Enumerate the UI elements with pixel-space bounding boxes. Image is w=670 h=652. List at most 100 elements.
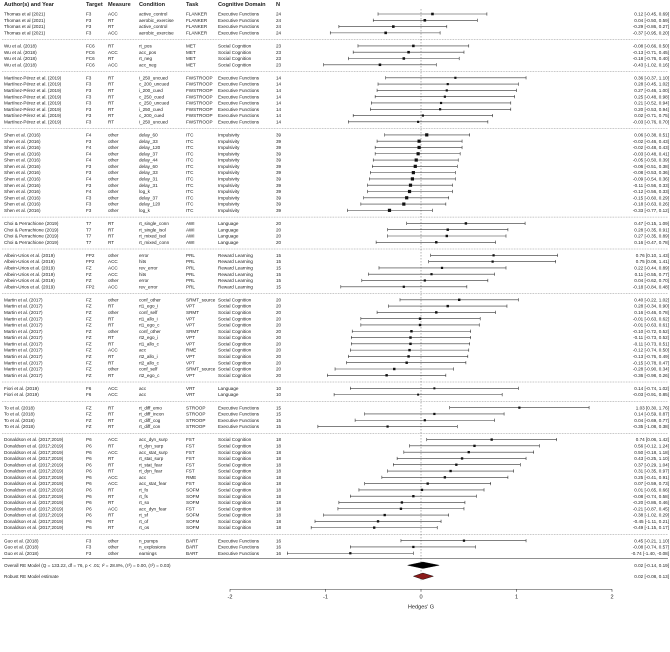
study-task: FLANKER <box>186 18 208 23</box>
study-domain: Social Cognition <box>218 506 252 511</box>
study-n: 14 <box>276 82 282 87</box>
study-author: Donaldson et al. (2017;2019) <box>4 494 64 499</box>
study-author: To et al. (2018) <box>4 405 35 410</box>
study-condition: rt_stat_fear <box>139 462 163 467</box>
study-domain: Executive Functions <box>218 18 260 23</box>
study-n: 23 <box>276 50 282 55</box>
study-row: Thomas et al (2021) F3 ACC active_control FL… <box>4 12 669 17</box>
effect-point <box>383 513 386 517</box>
study-author: Martin et al. (2017) <box>4 329 43 334</box>
study-task: ITC <box>186 151 194 156</box>
study-n: 20 <box>276 323 282 328</box>
study-measure: RT <box>108 500 114 505</box>
study-condition: n_pumps <box>139 538 159 543</box>
study-n: 39 <box>276 183 282 188</box>
study-author: Martínez-Pérez et al. (2019) <box>4 75 62 80</box>
study-domain: Impulsivity <box>218 139 240 144</box>
study-task: FST <box>186 456 195 461</box>
study-row: Martin et al. (2017) FZ other conf_other SRM… <box>4 297 669 302</box>
study-condition: rt_fs <box>139 494 149 499</box>
study-target: FZ <box>86 297 92 302</box>
study-row: Wu et al. (2018) FC6 ACC acc_neg MET Social C… <box>4 62 669 67</box>
study-ci-text: -0.03 [-0.91, 0.85] <box>633 392 669 397</box>
effect-point <box>412 495 415 498</box>
study-condition: rt_mixed_conn <box>139 240 170 245</box>
study-row: Donaldson et al. (2017;2019) P6 RT rt_fo SOF… <box>4 487 669 492</box>
study-author: Martin et al. (2017) <box>4 348 43 353</box>
study-domain: Executive Functions <box>218 12 260 17</box>
effect-point <box>409 342 412 346</box>
study-target: FC6 <box>86 50 95 55</box>
study-row: Shen et al. (2016) F3 other delay_60 ITC Impu… <box>4 164 669 169</box>
effect-point <box>433 412 436 416</box>
study-author: Martin et al. (2017) <box>4 360 43 365</box>
study-domain: Social Cognition <box>218 50 252 55</box>
study-domain: Social Cognition <box>218 456 252 461</box>
study-target: F3 <box>86 538 92 543</box>
study-condition: acc_dyn_fear <box>139 506 167 511</box>
study-author: Choi & Perrachione (2019) <box>4 240 59 245</box>
effect-point <box>387 208 392 212</box>
study-measure: RT <box>108 316 114 321</box>
study-n: 39 <box>276 151 282 156</box>
study-row: Shen et al. (2016) F4 other log_k ITC Impulsi… <box>4 189 669 194</box>
study-target: F3 <box>86 88 92 93</box>
study-condition: aerobic_exercise <box>139 30 174 35</box>
study-domain: Social Cognition <box>218 335 252 340</box>
study-domain: Impulsivity <box>218 158 240 163</box>
effect-point <box>455 463 458 466</box>
study-ci-text: 0.36 [-0.37, 1.10] <box>634 75 669 80</box>
study-n: 20 <box>276 360 282 365</box>
study-row: Donaldson et al. (2017;2019) P6 ACC acc RME S… <box>4 475 669 480</box>
study-task: SRMT <box>186 329 199 334</box>
study-target: FZ <box>86 367 92 372</box>
header-author: Author(s) and Year <box>4 2 55 8</box>
study-task: FST <box>186 450 195 455</box>
study-row: Albein-Urios et al. (2019) FZ ACC rev_error… <box>4 266 669 271</box>
study-measure: RT <box>108 525 114 530</box>
study-ci-text: 0.04 [-0.69, 0.77] <box>634 418 669 423</box>
study-condition: rt_fo <box>139 487 149 492</box>
study-row: Donaldson et al. (2017;2019) P6 RT rt_os SOF… <box>4 525 669 530</box>
study-target: F4 <box>86 145 92 150</box>
study-n: 39 <box>276 177 282 182</box>
study-author: To et al. (2018) <box>4 424 35 429</box>
study-task: MET <box>186 62 196 67</box>
study-domain: Impulsivity <box>218 195 240 200</box>
study-measure: other <box>108 278 119 283</box>
study-task: AWI <box>186 240 195 245</box>
study-target: FZ <box>86 348 92 353</box>
study-ci-text: 0.14 [-0.59, 0.87] <box>634 412 669 417</box>
study-author: Albein-Urios et al. (2019) <box>4 284 55 289</box>
effect-point <box>414 158 418 162</box>
study-author: Donaldson et al. (2017;2019) <box>4 456 64 461</box>
study-n: 20 <box>276 373 282 378</box>
study-ci-text: 0.16 [-0.47, 0.78] <box>634 240 669 245</box>
effect-point <box>425 133 429 137</box>
study-target: F4 <box>86 189 92 194</box>
effect-point <box>439 108 442 111</box>
study-author: Thomas et al (2021) <box>4 24 46 29</box>
study-task: VPT <box>186 304 195 309</box>
study-target: F3 <box>86 107 92 112</box>
study-measure: ACC <box>108 266 118 271</box>
study-author: Martínez-Pérez et al. (2019) <box>4 82 62 87</box>
study-n: 18 <box>276 506 282 511</box>
study-author: Albein-Urios et al. (2019) <box>4 272 55 277</box>
study-condition: i_200_cued <box>139 88 163 93</box>
study-measure: RT <box>108 354 114 359</box>
study-n: 20 <box>276 335 282 340</box>
study-n: 20 <box>276 227 282 232</box>
study-task: VPT <box>186 341 195 346</box>
study-measure: other <box>108 164 119 169</box>
study-condition: c_200_uncued <box>139 82 170 87</box>
study-domain: Social Cognition <box>218 500 252 505</box>
study-row: Albein-Urios et al. (2019) FZ ACC hits PRL Re… <box>4 272 669 277</box>
effect-point <box>410 177 415 181</box>
study-author: Martínez-Pérez et al. (2019) <box>4 119 62 124</box>
study-domain: Social Cognition <box>218 310 252 315</box>
study-ci-text: 0.21 [-0.52, 0.94] <box>634 101 669 106</box>
study-target: F3 <box>86 164 92 169</box>
study-condition: delay_33 <box>139 170 158 175</box>
study-task: FST <box>186 462 195 467</box>
